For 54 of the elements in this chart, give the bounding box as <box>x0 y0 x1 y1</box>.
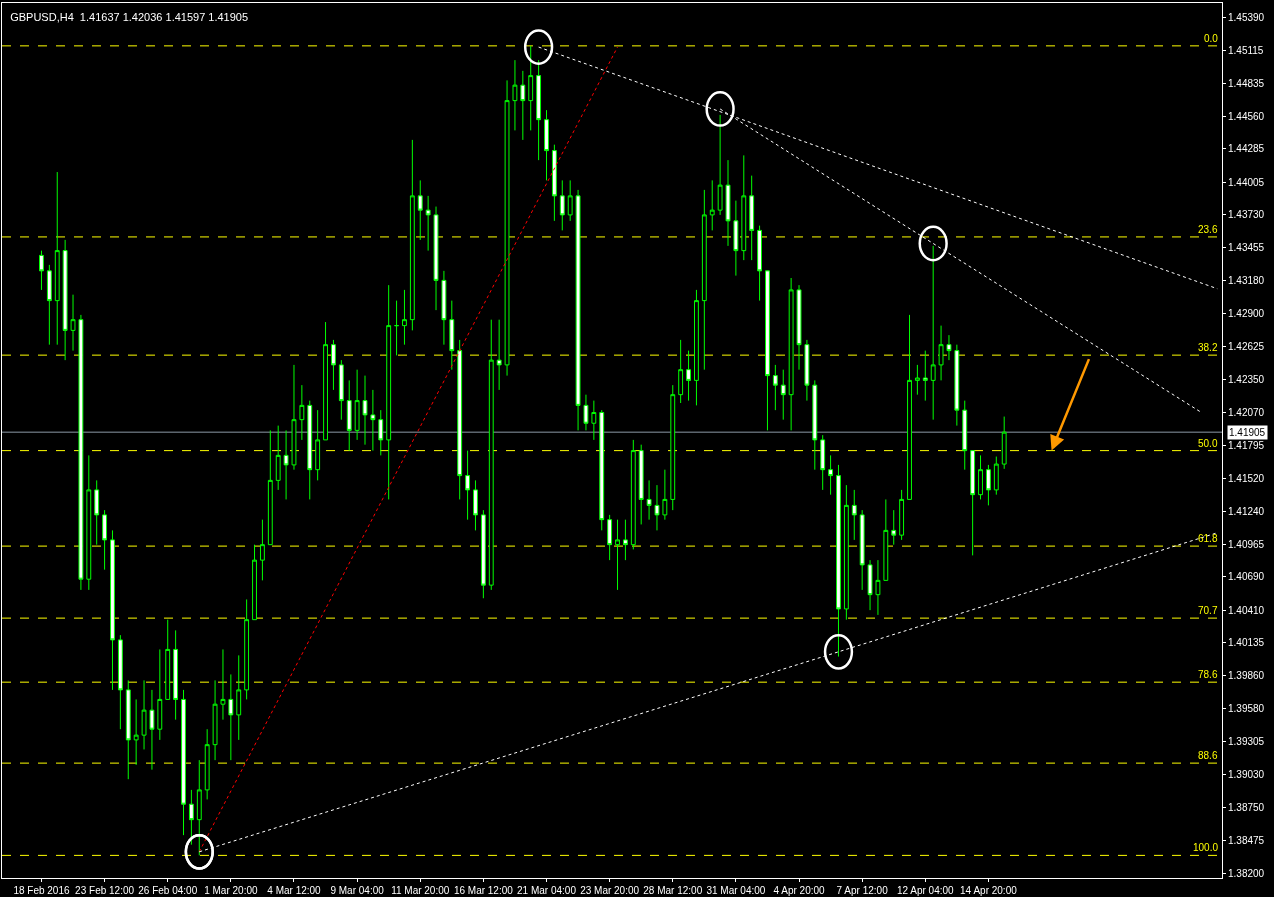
x-tick-label: 4 Mar 12:00 <box>267 885 322 896</box>
y-tick-label: 1.41520 <box>1228 472 1265 484</box>
y-tick-label: 1.41795 <box>1228 439 1265 451</box>
y-tick-label: 1.45115 <box>1228 44 1264 56</box>
y-tick-label: 1.43180 <box>1228 274 1265 286</box>
y-tick-label: 1.40410 <box>1228 604 1265 616</box>
x-tick-label: 23 Feb 12:00 <box>75 885 135 896</box>
annotation: 88.6 <box>1198 750 1218 761</box>
y-tick-label: 1.44560 <box>1228 110 1265 122</box>
x-tick-label: 31 Mar 04:00 <box>706 885 766 896</box>
y-tick-label: 1.38475 <box>1228 835 1265 846</box>
y-tick-label: 1.40690 <box>1228 571 1265 583</box>
y-tick-label: 1.44285 <box>1228 143 1265 155</box>
x-tick-label: 28 Mar 12:00 <box>643 885 703 896</box>
y-tick-label: 1.39580 <box>1228 703 1265 715</box>
x-tick-label: 4 Apr 20:00 <box>773 885 826 896</box>
annotation: 61.8 <box>1198 533 1218 544</box>
annotation: 78.6 <box>1198 669 1218 680</box>
x-tick-label: 23 Mar 20:00 <box>580 885 640 896</box>
x-tick-label: 21 Mar 04:00 <box>517 885 577 896</box>
x-tick-label: 11 Mar 20:00 <box>391 885 450 896</box>
y-tick-label: 1.42625 <box>1228 340 1265 352</box>
x-tick-label: 9 Mar 04:00 <box>330 885 385 896</box>
ref-line-label: 1.41905 <box>1229 427 1266 438</box>
x-tick-label: 16 Mar 12:00 <box>453 885 514 896</box>
annotation: 0.0 <box>1204 33 1219 44</box>
x-tick-label: 7 Apr 12:00 <box>836 885 889 896</box>
y-tick-label: 1.42900 <box>1228 308 1265 320</box>
text: GBPUSD,H4 1.41637 1.42036 1.41597 1.41905 <box>10 11 249 24</box>
y-tick-label: 1.40965 <box>1228 538 1265 550</box>
y-tick-label: 1.44835 <box>1228 77 1265 89</box>
y-tick-label: 1.42350 <box>1228 373 1265 385</box>
annotation: 70.7 <box>1198 605 1218 616</box>
y-tick-label: 1.44005 <box>1228 176 1265 188</box>
annotation: 50.0 <box>1198 438 1218 449</box>
y-tick-label: 1.43730 <box>1228 209 1265 221</box>
y-tick-label: 1.45390 <box>1228 11 1265 23</box>
x-tick-label: 14 Apr 20:00 <box>960 885 1018 896</box>
y-tick-label: 1.38200 <box>1228 867 1265 879</box>
y-tick-label: 1.39030 <box>1228 768 1265 780</box>
y-tick-label: 1.42070 <box>1228 407 1265 419</box>
y-tick-label: 1.40135 <box>1228 637 1265 649</box>
annotation: 38.2 <box>1198 342 1218 353</box>
annotation: 100.0 <box>1193 842 1219 853</box>
y-tick-label: 1.43455 <box>1228 242 1265 254</box>
x-tick-label: 18 Feb 2016 <box>13 885 70 896</box>
x-tick-label: 1 Mar 20:00 <box>204 885 258 896</box>
y-tick-label: 1.41240 <box>1228 505 1265 517</box>
y-tick-label: 1.39860 <box>1228 670 1265 682</box>
annotation: 23.6 <box>1198 224 1218 235</box>
x-tick-label: 12 Apr 04:00 <box>896 885 955 896</box>
y-tick-label: 1.39305 <box>1228 736 1265 748</box>
x-tick-label: 26 Feb 04:00 <box>138 885 198 896</box>
y-tick-label: 1.38750 <box>1228 802 1265 814</box>
